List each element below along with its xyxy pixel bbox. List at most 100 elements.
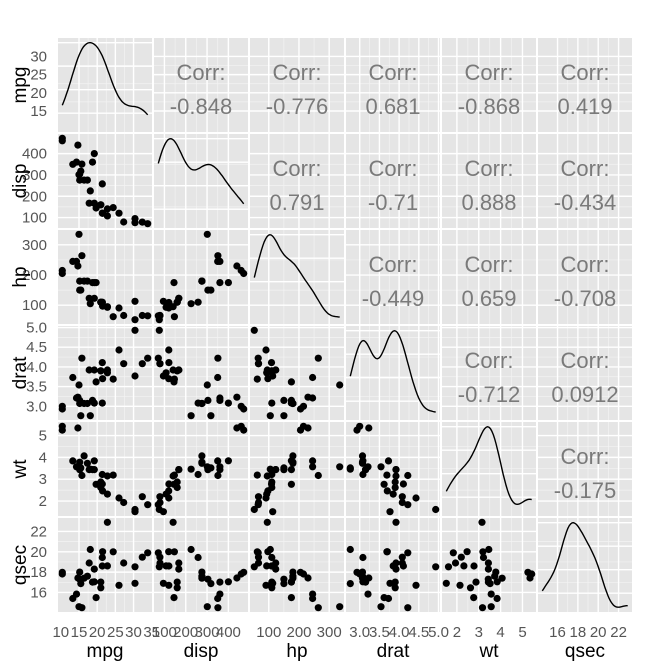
data-point: [404, 501, 412, 509]
y-axis-label-mpg: mpg: [10, 67, 31, 104]
data-point: [165, 487, 173, 495]
data-point: [391, 584, 399, 592]
data-point: [109, 313, 117, 321]
data-point: [115, 581, 123, 589]
data-point: [392, 518, 400, 526]
panel-background: [538, 518, 632, 612]
data-point: [170, 480, 178, 488]
panel-mpg-disp: Corr: -0.848: [154, 38, 248, 132]
panel-wt-mpg: [58, 422, 152, 516]
data-point: [262, 581, 270, 589]
data-point: [214, 257, 222, 265]
x-tick-label: 20: [590, 624, 607, 641]
data-point: [280, 396, 288, 404]
panel-hp-qsec: Corr: -0.708: [538, 230, 632, 324]
data-point: [404, 471, 412, 480]
panel-background: [442, 230, 536, 324]
data-point: [165, 494, 173, 502]
data-point: [346, 580, 354, 588]
panel-background: [442, 134, 536, 228]
data-point: [346, 464, 354, 472]
data-point: [165, 562, 173, 570]
corr-label: Corr:: [561, 252, 610, 277]
panel-background: [154, 38, 248, 132]
corr-label: Corr:: [561, 348, 610, 373]
x-tick-label: 4: [496, 624, 504, 641]
data-point: [92, 378, 100, 386]
data-point: [78, 354, 86, 362]
y-tick-label: 200: [22, 188, 47, 205]
corr-value: -0.708: [554, 286, 616, 311]
y-tick-label: 25: [30, 67, 47, 84]
data-point: [203, 381, 211, 389]
data-point: [253, 375, 261, 383]
data-point: [78, 471, 86, 480]
data-point: [214, 604, 222, 612]
panel-disp-disp: [154, 134, 248, 228]
corr-value: -0.776: [266, 94, 328, 119]
data-point: [115, 346, 123, 354]
data-point: [85, 559, 93, 567]
data-point: [103, 366, 111, 374]
data-point: [69, 594, 77, 603]
data-point: [287, 378, 295, 386]
data-point: [391, 483, 399, 492]
data-point: [289, 568, 297, 576]
data-point: [250, 505, 258, 514]
y-tick-label: 18: [30, 564, 47, 581]
data-point: [159, 297, 167, 305]
data-point: [470, 562, 478, 570]
data-point: [272, 366, 280, 374]
data-point: [90, 565, 98, 573]
data-point: [253, 471, 261, 479]
x-tick-label: 100: [152, 624, 177, 641]
data-point: [103, 518, 111, 526]
data-point: [484, 565, 492, 573]
data-point: [115, 494, 123, 502]
data-point: [254, 360, 263, 368]
data-point: [175, 294, 183, 302]
data-point: [398, 493, 406, 501]
panel-disp-wt: Corr: 0.888: [442, 134, 536, 228]
data-point: [138, 360, 146, 368]
data-point: [144, 312, 152, 320]
data-point: [165, 581, 173, 589]
data-point: [78, 252, 86, 260]
data-point: [165, 480, 173, 488]
data-point: [187, 300, 195, 308]
panel-background: [538, 134, 632, 228]
data-point: [268, 553, 276, 562]
corr-value: -0.434: [554, 190, 616, 215]
data-point: [120, 360, 128, 368]
corr-value: -0.175: [554, 478, 616, 503]
panel-mpg-hp: Corr: -0.776: [250, 38, 344, 132]
data-point: [120, 218, 128, 226]
data-point: [262, 346, 270, 354]
data-point: [204, 286, 212, 294]
data-point: [204, 396, 212, 404]
corr-label: Corr:: [561, 444, 610, 469]
panel-background: [154, 134, 248, 228]
data-point: [194, 298, 202, 306]
data-point: [165, 548, 173, 556]
data-point: [92, 594, 100, 602]
data-point: [362, 466, 370, 474]
data-point: [254, 549, 262, 557]
data-point: [155, 326, 163, 334]
data-point: [269, 508, 277, 516]
x-tick-label: 4.5: [408, 624, 429, 641]
x-tick-label: 300: [195, 624, 220, 641]
y-tick-label: 22: [30, 523, 47, 540]
panel-drat-qsec: Corr: 0.0912: [538, 326, 632, 420]
data-point: [214, 252, 222, 260]
data-point: [83, 176, 91, 184]
data-point: [98, 180, 106, 188]
data-point: [250, 326, 258, 334]
density-curve-mpg: [61, 42, 149, 116]
data-point: [90, 578, 98, 586]
data-point: [493, 578, 501, 586]
panel-background: [250, 134, 344, 228]
data-point: [203, 603, 211, 611]
data-point: [263, 472, 271, 480]
